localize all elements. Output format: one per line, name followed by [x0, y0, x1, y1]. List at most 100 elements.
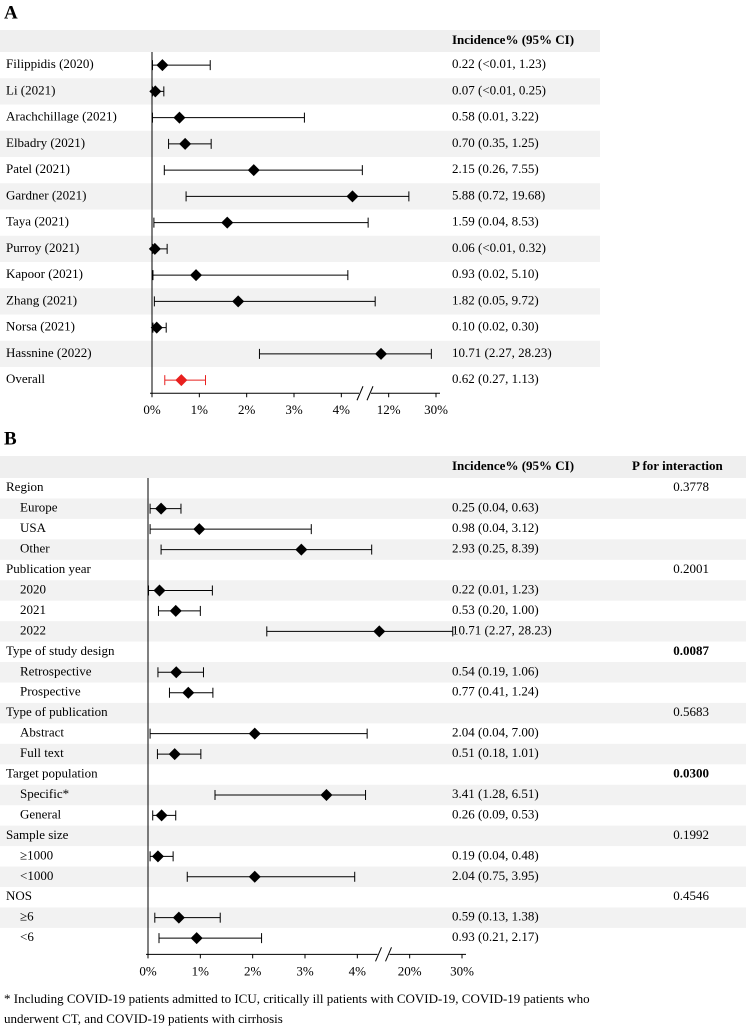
row-label: Overall — [6, 371, 45, 386]
row-band — [0, 130, 600, 157]
row-label: Hassnine (2022) — [6, 345, 92, 360]
row-label: Specific* — [20, 786, 69, 801]
row-label: ≥6 — [20, 909, 34, 924]
estimate-diamond — [232, 295, 245, 308]
row-band — [0, 78, 600, 105]
row-label: General — [20, 806, 62, 821]
row-band — [0, 539, 746, 560]
p-value: 0.1992 — [673, 827, 709, 842]
value-label: 0.98 (0.04, 3.12) — [452, 520, 539, 535]
x-tick-label: 4% — [333, 402, 351, 417]
row-label: Norsa (2021) — [6, 319, 75, 334]
axis-break-gap — [359, 390, 371, 397]
value-label: 0.26 (0.09, 0.53) — [452, 806, 539, 821]
estimate-diamond — [221, 216, 234, 229]
estimate-diamond — [175, 374, 188, 387]
estimate-diamond — [153, 584, 166, 597]
estimate-diamond — [346, 190, 359, 203]
row-band — [0, 907, 746, 928]
estimate-diamond — [375, 347, 388, 360]
row-label: Full text — [20, 745, 64, 760]
group-label: Type of publication — [6, 704, 108, 719]
estimate-diamond — [193, 523, 206, 536]
value-label: 0.25 (0.04, 0.63) — [452, 500, 539, 515]
value-label: 0.54 (0.19, 1.06) — [452, 663, 539, 678]
row-label: 2020 — [20, 581, 46, 596]
group-label: Type of study design — [6, 643, 115, 658]
x-tick-label: 0% — [139, 963, 157, 978]
row-label: Zhang (2021) — [6, 292, 77, 307]
row-band — [0, 580, 746, 601]
row-label: Patel (2021) — [6, 161, 70, 176]
row-band — [0, 866, 746, 887]
value-label: 0.93 (0.02, 5.10) — [452, 266, 539, 281]
row-band — [0, 743, 746, 765]
value-label: 0.06 (<0.01, 0.32) — [452, 240, 546, 255]
row-label: <1000 — [20, 868, 53, 883]
estimate-diamond — [155, 809, 168, 822]
group-label: Target population — [6, 766, 98, 781]
value-label: 10.71 (2.27, 28.23) — [452, 345, 552, 360]
row-label: Filippidis (2020) — [6, 56, 94, 71]
row-label: 2022 — [20, 622, 46, 637]
estimate-diamond — [182, 686, 195, 699]
value-label: 0.93 (0.21, 2.17) — [452, 929, 539, 944]
panel-label: A — [4, 2, 18, 23]
value-label: 0.59 (0.13, 1.38) — [452, 909, 539, 924]
value-label: 2.15 (0.26, 7.55) — [452, 161, 539, 176]
estimate-diamond — [170, 666, 183, 679]
estimate-diamond — [373, 625, 386, 638]
row-label: Europe — [20, 500, 58, 515]
estimate-diamond — [248, 870, 261, 883]
row-label: Taya (2021) — [6, 214, 69, 229]
axis-break-mark — [385, 947, 392, 962]
value-label: 0.51 (0.18, 1.01) — [452, 745, 539, 760]
row-label: Purroy (2021) — [6, 240, 79, 255]
value-label: 2.04 (0.04, 7.00) — [452, 725, 539, 740]
estimate-diamond — [148, 242, 161, 255]
row-band — [0, 784, 746, 806]
row-band — [0, 498, 746, 519]
x-tick-label: 2% — [238, 402, 256, 417]
axis-break-mark — [375, 947, 382, 962]
value-label: 1.59 (0.04, 8.53) — [452, 214, 539, 229]
p-value: 0.0300 — [673, 766, 709, 781]
x-tick-label: 1% — [191, 402, 209, 417]
axis-break-mark — [356, 386, 364, 401]
p-value: 0.5683 — [673, 704, 709, 719]
estimate-diamond — [155, 502, 168, 515]
estimate-diamond — [169, 604, 182, 617]
estimate-diamond — [172, 911, 185, 924]
value-label: 0.19 (0.04, 0.48) — [452, 847, 539, 862]
value-label: 3.41 (1.28, 6.51) — [452, 786, 539, 801]
value-label: 2.93 (0.25, 8.39) — [452, 541, 539, 556]
axis-break-mark — [366, 386, 374, 401]
estimate-diamond — [247, 164, 260, 177]
estimate-diamond — [156, 59, 169, 72]
x-tick-label: 30% — [450, 963, 474, 978]
x-tick-label: 3% — [296, 963, 314, 978]
x-tick-label: 20% — [398, 963, 422, 978]
estimate-diamond — [179, 137, 192, 150]
p-header: P for interaction — [632, 458, 724, 473]
x-tick-label: 12% — [377, 402, 401, 417]
p-value: 0.2001 — [673, 561, 709, 576]
value-label: 0.22 (<0.01, 1.23) — [452, 56, 546, 71]
x-tick-label: 2% — [244, 963, 262, 978]
row-band — [0, 662, 746, 683]
x-tick-label: 1% — [192, 963, 210, 978]
value-label: 10.71 (2.27, 28.23) — [452, 622, 552, 637]
axis-break-gap — [377, 951, 390, 958]
row-label: ≥1000 — [20, 847, 53, 862]
estimate-diamond — [149, 85, 162, 98]
p-value: 0.4546 — [673, 888, 709, 903]
group-label: Region — [6, 479, 44, 494]
p-value: 0.0087 — [673, 643, 709, 658]
x-tick-label: 30% — [424, 402, 448, 417]
value-label: 1.82 (0.05, 9.72) — [452, 292, 539, 307]
row-label: Arachchillage (2021) — [6, 109, 117, 124]
estimate-diamond — [248, 727, 261, 740]
value-label: 0.58 (0.01, 3.22) — [452, 109, 539, 124]
row-label: Retrospective — [20, 663, 92, 678]
